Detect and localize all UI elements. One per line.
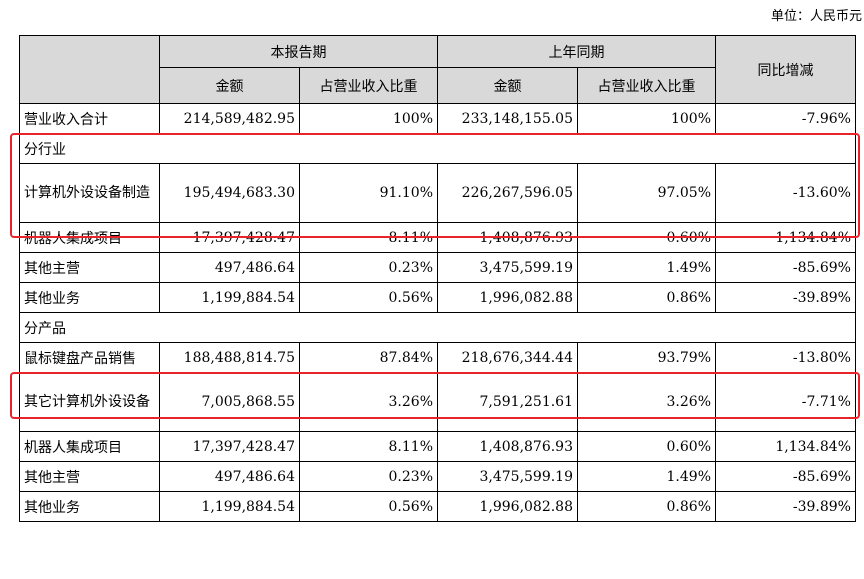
header-current-share: 占营业收入比重 <box>299 67 438 104</box>
current-share-cell: 87.84% <box>299 342 438 373</box>
table-row: 计算机外设设备制造 195,494,683.30 91.10% 226,267,… <box>19 163 856 223</box>
row-label: 计算机外设设备制造 <box>19 163 160 223</box>
header-current-period: 本报告期 <box>159 35 438 68</box>
prior-share-cell: 0.60% <box>577 431 716 462</box>
section-row-industry: 分行业 <box>19 133 856 164</box>
row-label: 鼠标键盘产品销售 <box>19 342 160 373</box>
row-label: 其他主营 <box>19 461 160 492</box>
prior-amount-cell: 1,996,082.88 <box>437 282 578 313</box>
prior-share-cell: 100% <box>577 103 716 134</box>
current-share-cell: 0.23% <box>299 461 438 492</box>
yoy-cell: -13.80% <box>715 342 856 373</box>
current-amount-cell: 497,486.64 <box>159 461 300 492</box>
yoy-cell: -85.69% <box>715 252 856 283</box>
current-share-cell: 8.11% <box>299 431 438 462</box>
table-row: 其他业务 1,199,884.54 0.56% 1,996,082.88 0.8… <box>19 282 856 313</box>
row-label: 营业收入合计 <box>19 103 160 134</box>
table-row: 其他主营 497,486.64 0.23% 3,475,599.19 1.49%… <box>19 252 856 283</box>
current-share-cell: 91.10% <box>299 163 438 223</box>
header-prior-share: 占营业收入比重 <box>577 67 716 104</box>
yoy-cell: -13.60% <box>715 163 856 223</box>
yoy-cell: -39.89% <box>715 491 856 522</box>
current-share-cell: 8.11% <box>299 222 438 253</box>
section-row-product: 分产品 <box>19 312 856 343</box>
yoy-cell: 1,134.84% <box>715 222 856 253</box>
table-row: 其它计算机外设设备 7,005,868.55 3.26% 7,591,251.6… <box>19 372 856 432</box>
prior-share-cell: 0.86% <box>577 282 716 313</box>
row-label: 其他主营 <box>19 252 160 283</box>
row-label: 其它计算机外设设备 <box>19 372 160 432</box>
current-amount-cell: 7,005,868.55 <box>159 372 300 432</box>
table-row: 机器人集成项目 17,397,428.47 8.11% 1,408,876.93… <box>19 431 856 462</box>
header-row-2: 金额 占营业收入比重 金额 占营业收入比重 <box>20 67 856 104</box>
prior-amount-cell: 1,408,876.93 <box>437 431 578 462</box>
section-title-product: 分产品 <box>19 312 856 343</box>
table-row: 鼠标键盘产品销售 188,488,814.75 87.84% 218,676,3… <box>19 342 856 373</box>
prior-share-cell: 93.79% <box>577 342 716 373</box>
prior-share-cell: 0.86% <box>577 491 716 522</box>
yoy-cell: 1,134.84% <box>715 431 856 462</box>
current-amount-cell: 1,199,884.54 <box>159 282 300 313</box>
yoy-cell: -85.69% <box>715 461 856 492</box>
revenue-table: 本报告期 上年同期 同比增减 金额 占营业收入比重 金额 占营业收入比重 营业收… <box>19 35 856 522</box>
prior-amount-cell: 7,591,251.61 <box>437 372 578 432</box>
prior-share-cell: 0.60% <box>577 222 716 253</box>
header-prior-period: 上年同期 <box>437 35 716 68</box>
current-amount-cell: 188,488,814.75 <box>159 342 300 373</box>
current-amount-cell: 497,486.64 <box>159 252 300 283</box>
row-label: 机器人集成项目 <box>19 222 160 253</box>
prior-amount-cell: 1,408,876.93 <box>437 222 578 253</box>
prior-amount-cell: 218,676,344.44 <box>437 342 578 373</box>
table-row: 其他业务 1,199,884.54 0.56% 1,996,082.88 0.8… <box>19 491 856 522</box>
yoy-cell: -7.71% <box>715 372 856 432</box>
row-label: 机器人集成项目 <box>19 431 160 462</box>
table-row: 其他主营 497,486.64 0.23% 3,475,599.19 1.49%… <box>19 461 856 492</box>
current-share-cell: 3.26% <box>299 372 438 432</box>
current-share-cell: 100% <box>299 103 438 134</box>
current-amount-cell: 214,589,482.95 <box>159 103 300 134</box>
yoy-cell: -7.96% <box>715 103 856 134</box>
unit-label: 单位：人民币元 <box>770 9 862 24</box>
section-title-industry: 分行业 <box>19 133 856 164</box>
yoy-cell: -39.89% <box>715 282 856 313</box>
prior-amount-cell: 3,475,599.19 <box>437 252 578 283</box>
header-row-1: 本报告期 上年同期 同比增减 <box>19 35 856 104</box>
prior-amount-cell: 233,148,155.05 <box>437 103 578 134</box>
prior-amount-cell: 3,475,599.19 <box>437 461 578 492</box>
current-share-cell: 0.23% <box>299 252 438 283</box>
current-share-cell: 0.56% <box>299 282 438 313</box>
prior-amount-cell: 1,996,082.88 <box>437 491 578 522</box>
current-amount-cell: 17,397,428.47 <box>159 431 300 462</box>
current-amount-cell: 1,199,884.54 <box>159 491 300 522</box>
prior-share-cell: 1.49% <box>577 252 716 283</box>
current-amount-cell: 17,397,428.47 <box>159 222 300 253</box>
header-prior-amount: 金额 <box>437 67 578 104</box>
header-current-amount: 金额 <box>159 67 300 104</box>
header-yoy-change: 同比增减 <box>715 35 856 104</box>
total-row: 营业收入合计 214,589,482.95 100% 233,148,155.0… <box>19 103 856 134</box>
current-share-cell: 0.56% <box>299 491 438 522</box>
current-amount-cell: 195,494,683.30 <box>159 163 300 223</box>
prior-amount-cell: 226,267,596.05 <box>437 163 578 223</box>
prior-share-cell: 1.49% <box>577 461 716 492</box>
row-label: 其他业务 <box>19 491 160 522</box>
row-label: 其他业务 <box>19 282 160 313</box>
prior-share-cell: 97.05% <box>577 163 716 223</box>
prior-share-cell: 3.26% <box>577 372 716 432</box>
header-corner-cell <box>19 35 160 104</box>
table-row: 机器人集成项目 17,397,428.47 8.11% 1,408,876.93… <box>19 222 856 253</box>
